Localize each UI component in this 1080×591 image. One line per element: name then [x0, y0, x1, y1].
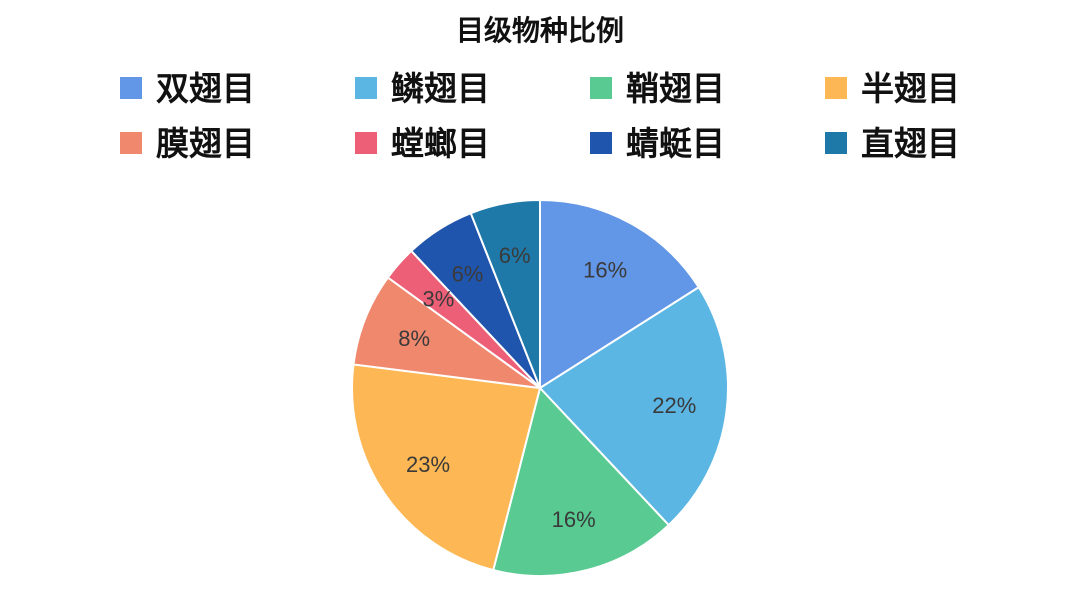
- legend-swatch: [355, 132, 377, 154]
- slice-percent-label: 8%: [398, 326, 430, 351]
- pie-slice: [351, 363, 542, 572]
- legend-label: 蜻蜓目: [626, 124, 725, 163]
- legend-item: 鞘翅目: [590, 69, 725, 108]
- pie-slice: [538, 285, 729, 527]
- legend-item: 鳞翅目: [355, 69, 490, 108]
- slice-percent-label: 16%: [552, 507, 596, 532]
- legend-swatch: [590, 77, 612, 99]
- legend-item: 蜻蜓目: [590, 124, 725, 163]
- slice-percent-label: 16%: [583, 257, 627, 282]
- pie-slice: [492, 385, 671, 577]
- legend-label: 鞘翅目: [626, 69, 725, 108]
- legend-swatch: [590, 132, 612, 154]
- pie-slice: [469, 198, 541, 389]
- pie-slice: [352, 276, 541, 389]
- legend-swatch: [355, 77, 377, 99]
- slice-percent-label: 22%: [652, 393, 696, 418]
- legend-item: 直翅目: [825, 124, 960, 163]
- legend-label: 直翅目: [861, 124, 960, 163]
- pie-slices: [351, 198, 729, 577]
- slice-percent-label: 3%: [423, 286, 455, 311]
- legend-label: 膜翅目: [156, 124, 255, 163]
- legend-item: 双翅目: [120, 69, 255, 108]
- legend-swatch: [825, 77, 847, 99]
- slice-percent-label: 6%: [499, 243, 531, 268]
- legend-label: 螳螂目: [391, 124, 490, 163]
- legend-swatch: [120, 132, 142, 154]
- slice-labels: 16%22%16%23%8%3%6%6%: [398, 243, 696, 532]
- chart-title: 目级物种比例: [456, 14, 624, 47]
- legend-swatch: [825, 132, 847, 154]
- legend-label: 双翅目: [156, 69, 255, 108]
- legend-swatch: [120, 77, 142, 99]
- legend-item: 螳螂目: [355, 124, 490, 163]
- pie-slice: [539, 198, 701, 390]
- legend-label: 鳞翅目: [391, 69, 490, 108]
- legend-label: 半翅目: [861, 69, 960, 108]
- slice-percent-label: 23%: [406, 452, 450, 477]
- legend-item: 膜翅目: [120, 124, 255, 163]
- legend-item: 半翅目: [825, 69, 960, 108]
- slice-percent-label: 6%: [452, 262, 484, 287]
